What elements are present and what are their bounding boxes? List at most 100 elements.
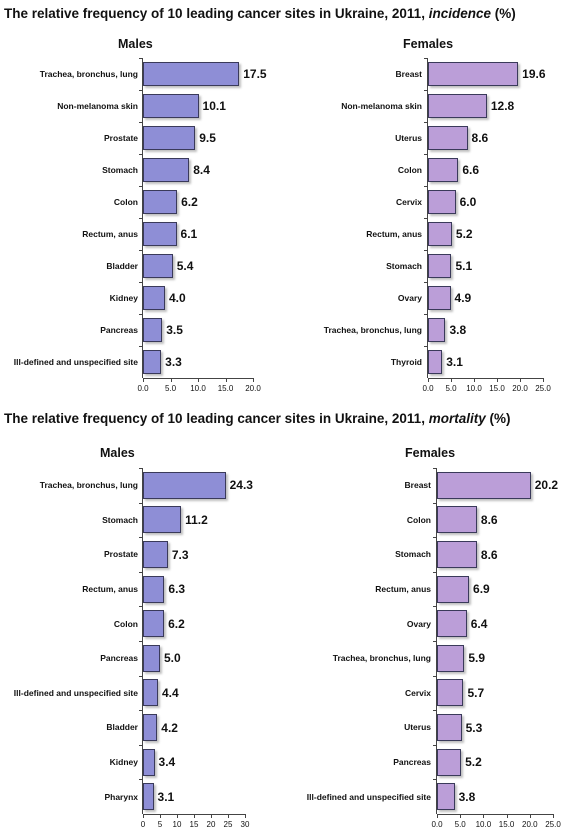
x-tick [553,814,554,818]
bar [428,285,451,311]
bar [437,541,477,568]
value-label: 3.8 [458,789,476,804]
y-tick [139,744,142,746]
y-axis-line [427,58,428,378]
y-tick [139,58,142,59]
y-tick [424,282,427,283]
bar [428,93,487,119]
y-tick [139,346,142,347]
y-axis-line [142,468,143,814]
category-label: Colon [406,514,431,525]
y-tick [139,641,142,642]
value-label: 4.0 [169,291,186,305]
title-text: The relative frequency of 10 leading can… [4,6,425,21]
bar [143,253,173,279]
y-tick [424,186,427,187]
y-tick [139,468,142,469]
y-tick [433,710,436,712]
x-tick [437,814,438,818]
bar [143,125,196,151]
category-label: Colon [113,618,138,629]
category-label: Stomach [386,261,422,271]
value-label: 8.6 [480,512,498,527]
x-tick [529,814,531,818]
value-label: 8.6 [480,547,498,562]
bar [437,575,470,603]
x-tick-label: 15.0 [498,820,515,829]
x-tick-label: 0.0 [137,384,149,393]
category-label: Kidney [109,293,138,303]
x-tick [506,814,508,818]
x-tick [143,378,144,382]
y-tick [424,58,427,59]
bar [428,317,446,343]
bar [428,349,443,375]
x-tick-label: 0.0 [422,384,434,393]
value-label: 17.5 [243,67,267,81]
x-tick-label: 0.0 [431,820,443,829]
value-label: 3.1 [157,789,175,804]
bar [143,157,190,183]
title-text: The relative frequency of 10 leading can… [4,411,425,426]
category-label: Bladder [106,261,138,271]
x-tick [543,378,544,382]
value-label: 9.5 [199,131,216,145]
bar [437,644,465,672]
bar [143,506,182,534]
y-tick [139,154,142,155]
bar [428,253,452,279]
category-label: Rectum, anus [82,584,138,595]
x-tick-label: 5 [157,820,163,829]
y-tick [433,675,436,677]
title-text: (%) [494,6,516,21]
category-label: Thyroid [390,357,422,367]
value-label: 8.6 [471,131,489,145]
category-label: Rectum, anus [366,229,422,239]
title-emphasis: incidence [428,6,491,21]
value-label: 5.3 [465,720,483,735]
category-label: Breast [404,480,431,491]
value-label: 19.6 [522,67,546,81]
category-label: Pharynx [104,791,138,802]
x-tick [170,378,172,382]
x-tick-label: 20.0 [522,820,538,829]
category-label: Trachea, bronchus, lung [39,69,138,79]
category-label: Non-melanoma skin [57,101,138,111]
y-tick [139,218,142,219]
value-label: 5.4 [176,259,194,273]
category-label: Uterus [404,722,431,733]
bar [437,679,464,707]
value-label: 5.2 [465,755,482,770]
y-tick [433,468,436,469]
bar [143,748,155,776]
bar [428,125,468,151]
category-label: Trachea, bronchus, lung [323,325,422,335]
category-label: Pancreas [393,757,431,768]
value-label: 4.2 [161,720,178,735]
y-tick [424,154,427,155]
x-tick [451,378,452,382]
bar [143,679,158,707]
bar [143,610,165,638]
y-tick [139,186,142,187]
value-label: 4.4 [161,685,179,700]
category-label: Ill-defined and unspecified site [13,357,138,367]
y-tick [139,675,142,677]
category-label: Prostate [103,133,138,143]
value-label: 4.9 [454,291,472,305]
bar [143,575,165,603]
x-tick-label: 25 [223,820,233,829]
x-tick [460,814,462,818]
category-label: Trachea, bronchus, lung [332,653,431,664]
value-label: 6.0 [459,195,477,209]
category-label: Ovary [406,618,431,629]
category-label: Ill-defined and unspecified site [306,791,431,802]
value-label: 5.2 [455,227,473,241]
x-tick [253,378,254,382]
x-axis-line [428,378,543,379]
category-label: Breast [395,69,422,79]
value-label: 5.7 [467,685,485,700]
panel-title: Females [403,37,454,51]
x-tick-label: 0 [140,820,146,829]
x-tick [198,378,199,382]
